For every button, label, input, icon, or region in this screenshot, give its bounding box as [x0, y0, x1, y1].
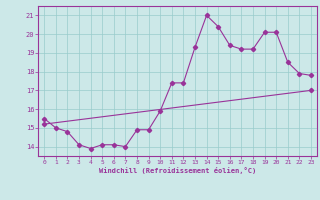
X-axis label: Windchill (Refroidissement éolien,°C): Windchill (Refroidissement éolien,°C) — [99, 167, 256, 174]
